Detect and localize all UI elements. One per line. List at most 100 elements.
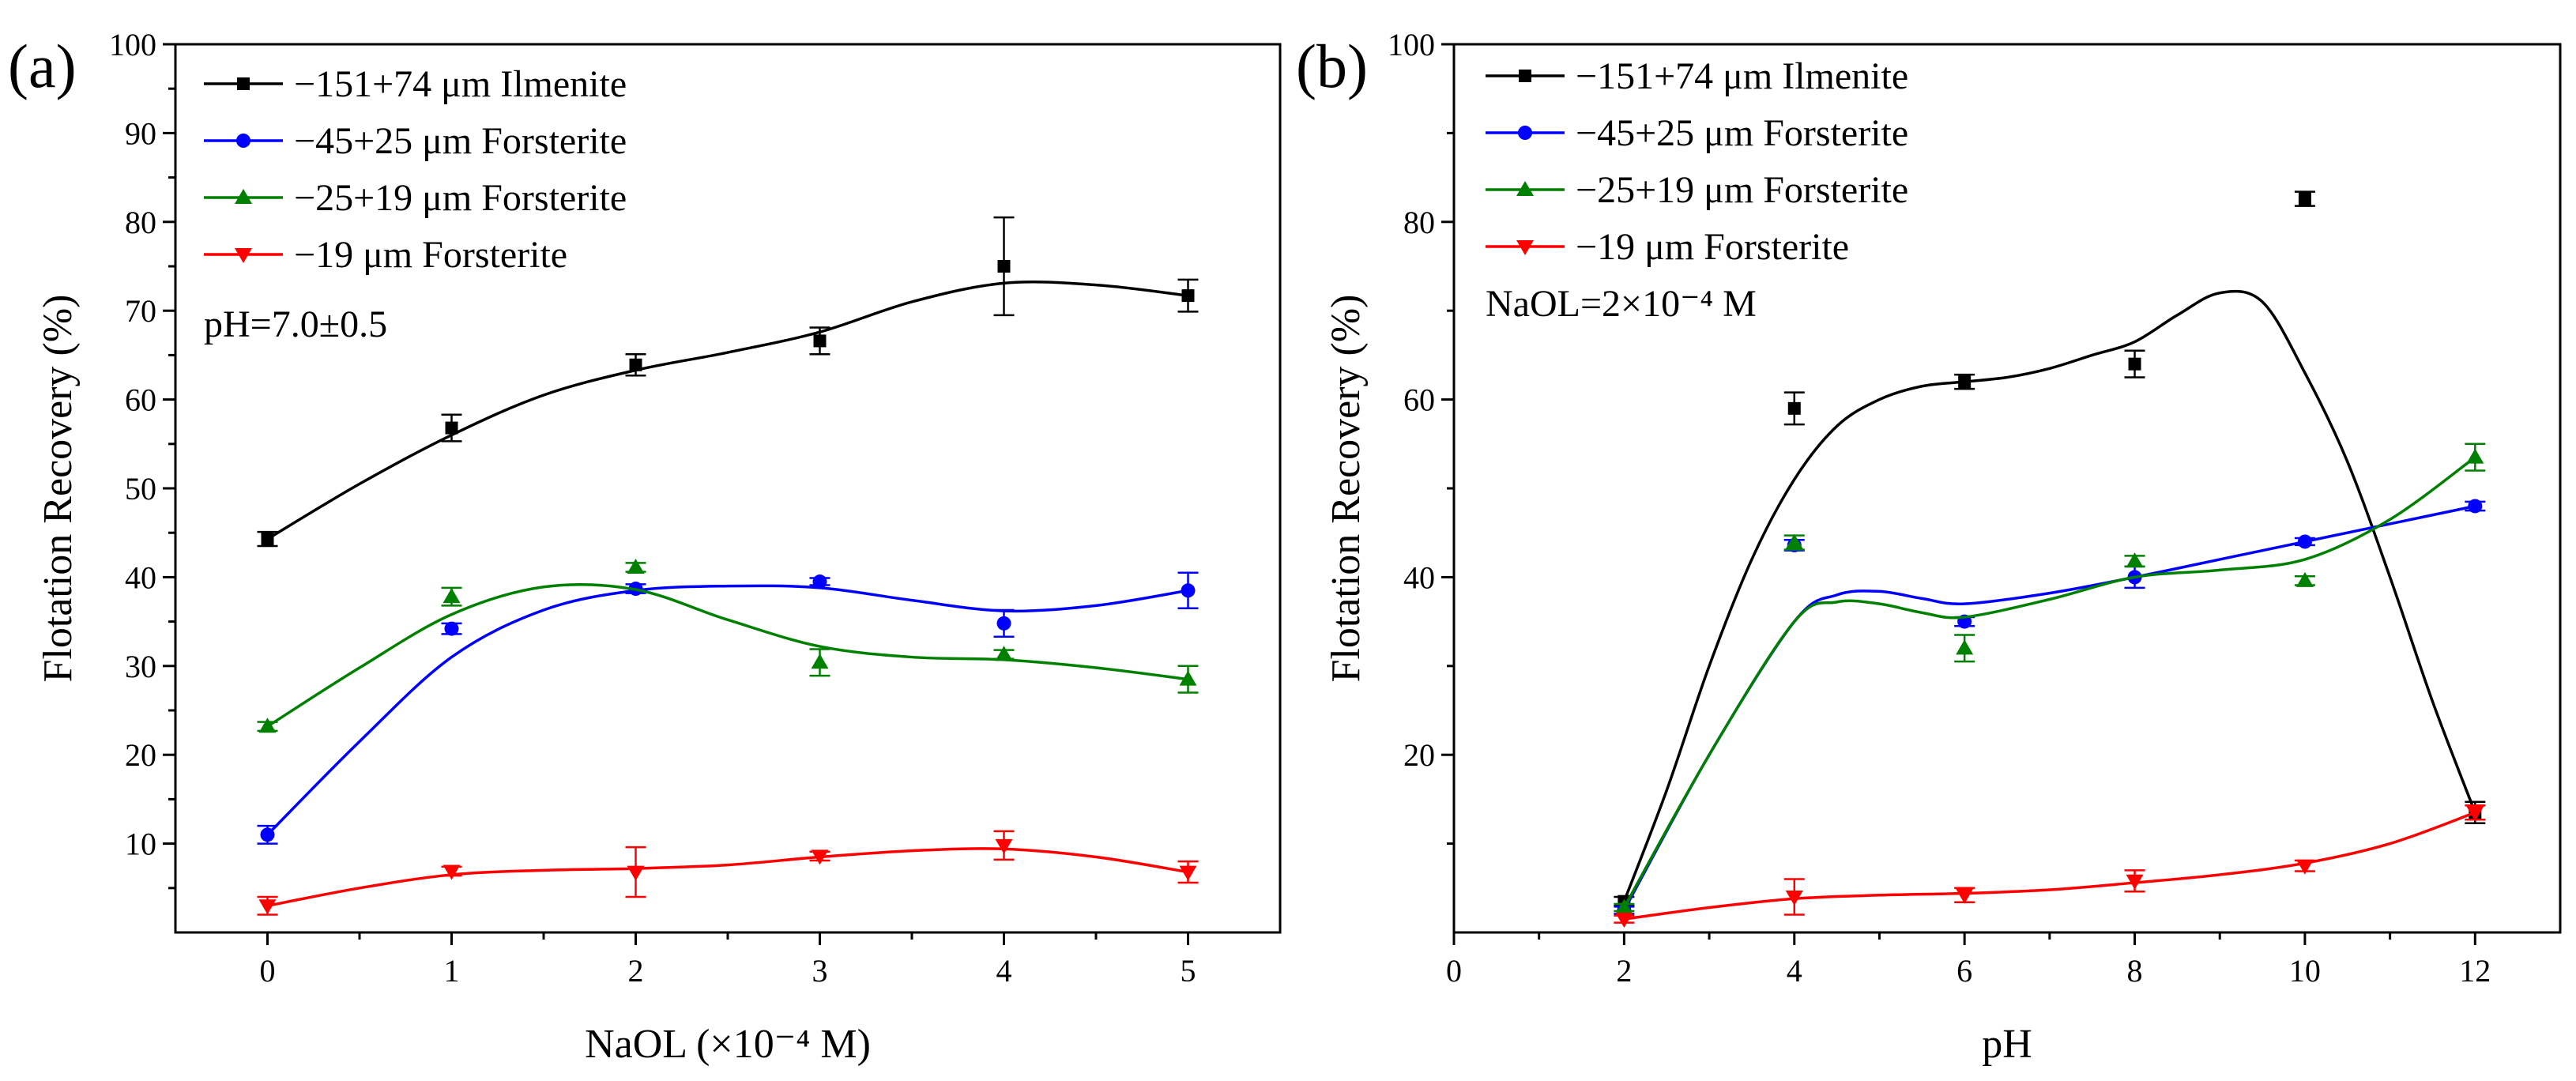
data-point	[260, 827, 275, 842]
legend-label: −19 μm Forsterite	[1576, 226, 1849, 268]
series-b-1	[1614, 499, 2486, 917]
series-fit-line	[266, 281, 1188, 540]
legend-label: −25+19 μm Forsterite	[294, 177, 627, 219]
data-point	[1179, 865, 1197, 881]
legend-marker	[1518, 126, 1532, 140]
series-fit-line	[1622, 289, 2476, 902]
data-point	[1956, 639, 1974, 655]
data-point	[2297, 534, 2312, 549]
x-tick-label: 4	[996, 953, 1012, 989]
x-tick-label: 2	[628, 953, 644, 989]
series-b-3	[1614, 804, 2486, 928]
data-point	[1785, 533, 1803, 549]
legend-label: −151+74 μm Ilmenite	[1576, 55, 1908, 97]
y-tick-label: 50	[125, 471, 156, 507]
x-tick-label: 2	[1616, 953, 1632, 989]
data-point	[811, 653, 829, 669]
data-point	[1956, 888, 1974, 904]
legend-marker	[1516, 181, 1534, 196]
data-point	[1181, 289, 1195, 303]
legend-b: −151+74 μm Ilmenite −45+25 μm Forsterite −…	[1486, 55, 1908, 268]
x-tick-label: 1	[444, 953, 460, 989]
data-point	[995, 838, 1013, 854]
data-point	[444, 621, 459, 636]
data-point	[1615, 913, 1633, 928]
data-point	[258, 718, 277, 733]
series-a-3	[257, 830, 1199, 916]
y-axis-title-b: Flotation Recovery (%)	[1324, 295, 1369, 683]
x-tick-label: 10	[2289, 953, 2321, 989]
legend-marker	[236, 134, 250, 148]
x-axis-title-b: pH	[1982, 1022, 2032, 1067]
data-point	[1181, 583, 1196, 598]
series-fit-line	[1622, 456, 2476, 909]
data-point	[2466, 448, 2484, 464]
annotation-a: pH=7.0±0.5	[204, 303, 387, 345]
series-a-1	[257, 571, 1199, 845]
data-point	[1787, 401, 1801, 415]
y-tick-label: 20	[125, 737, 156, 773]
x-tick-label: 4	[1787, 953, 1802, 989]
y-tick-label: 80	[1403, 205, 1435, 240]
x-axis-title-a: NaOL (×10⁻⁴ M)	[585, 1022, 871, 1067]
data-point	[445, 421, 458, 435]
data-point	[2298, 192, 2311, 205]
y-tick-label: 90	[125, 115, 156, 151]
data-point	[1785, 891, 1803, 906]
data-point	[2126, 874, 2144, 890]
legend-label: −151+74 μm Ilmenite	[294, 63, 627, 105]
data-point	[2128, 357, 2141, 371]
legend-marker	[1516, 240, 1534, 255]
legend-marker	[237, 77, 250, 90]
x-tick-label: 0	[260, 953, 276, 989]
panel-a: (a) 0 1 2 3 4 5 10 20 30 40 50 60 70 80 90 100 NaOL (×10⁻…	[8, 27, 1282, 1067]
data-point	[997, 260, 1011, 273]
series-fit-line	[266, 584, 1188, 836]
data-point	[996, 616, 1011, 631]
legend-marker	[235, 248, 252, 263]
x-tick-label: 8	[2127, 953, 2143, 989]
panel-label-a: (a)	[8, 32, 77, 100]
legend-label: −25+19 μm Forsterite	[1576, 169, 1908, 211]
data-point	[813, 334, 827, 348]
y-tick-label: 40	[1403, 559, 1435, 595]
y-tick-label: 100	[109, 27, 156, 62]
x-tick-label: 5	[1181, 953, 1196, 989]
data-point	[811, 849, 829, 865]
y-axis-title-a: Flotation Recovery (%)	[36, 295, 81, 683]
data-point	[2466, 806, 2484, 822]
y-tick-label: 10	[125, 827, 156, 862]
series-b-2	[1614, 443, 2486, 914]
series-a-2	[257, 559, 1199, 733]
data-point	[2295, 859, 2314, 875]
legend-marker	[1519, 70, 1531, 82]
x-tick-label: 3	[812, 953, 828, 989]
data-point	[2126, 552, 2144, 568]
y-tick-label: 40	[125, 559, 156, 595]
data-point	[629, 358, 642, 371]
series-a-0	[257, 216, 1199, 548]
data-point	[261, 533, 274, 546]
legend-label: −19 μm Forsterite	[294, 234, 567, 276]
data-point	[627, 865, 645, 881]
data-point	[627, 559, 645, 574]
y-tick-label: 70	[125, 293, 156, 329]
data-point	[2295, 571, 2314, 587]
data-point	[1615, 898, 1633, 914]
panel-label-b: (b)	[1296, 32, 1368, 100]
data-point	[443, 864, 461, 880]
y-tick-label: 60	[125, 382, 156, 418]
data-point	[2468, 499, 2483, 514]
series-b-0	[1614, 190, 2486, 908]
data-point	[443, 588, 461, 604]
y-tick-label: 60	[1403, 382, 1435, 418]
series-fit-line	[267, 847, 1188, 907]
legend-label: −45+25 μm Forsterite	[294, 120, 627, 162]
series-fit-line	[1624, 811, 2476, 921]
y-tick-label: 100	[1388, 27, 1435, 62]
data-point	[1179, 670, 1197, 686]
x-tick-label: 12	[2459, 953, 2491, 989]
data-point	[812, 574, 827, 589]
legend-a: −151+74 μm Ilmenite −45+25 μm Forsterite −…	[204, 63, 627, 276]
